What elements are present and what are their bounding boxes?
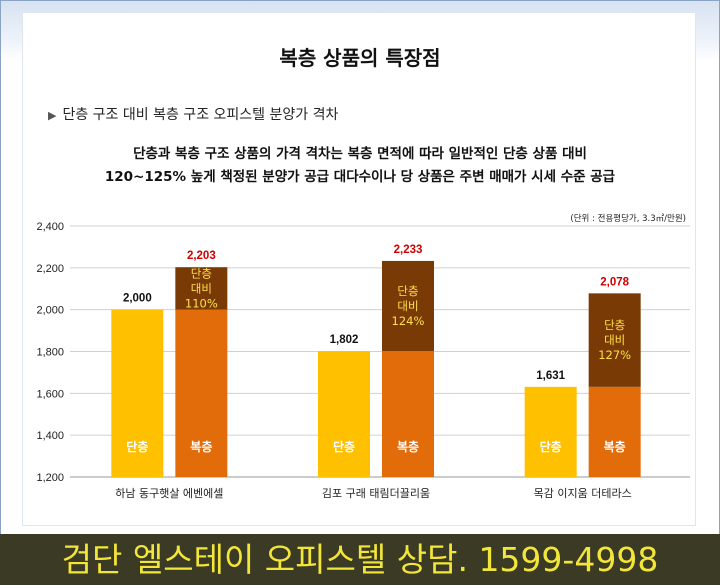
y-tick-label: 1,800	[36, 347, 64, 359]
page-title: 복층 상품의 특장점	[279, 46, 441, 70]
premium-label: 대비	[604, 333, 625, 347]
category-label: 목감 이지움 더테라스	[534, 487, 632, 500]
y-tick-label: 2,400	[36, 221, 64, 233]
premium-label: 대비	[397, 299, 418, 313]
bar-duplex-base	[175, 309, 228, 477]
subtitle-text: 단층 구조 대비 복층 구조 오피스텔 분양가 격차	[62, 107, 339, 123]
value-label-duplex: 2,203	[187, 250, 216, 262]
value-label-duplex: 2,078	[600, 276, 629, 288]
series-label-duplex: 복층	[190, 439, 212, 454]
description: 단층과 복층 구조 상품의 가격 격차는 복층 면적에 따라 일반적인 단층 상…	[0, 143, 720, 189]
bar-duplex-base	[382, 351, 434, 477]
description-line-1: 단층과 복층 구조 상품의 가격 격차는 복층 면적에 따라 일반적인 단층 상…	[133, 146, 587, 162]
bar-chart: 1,200 1,400 1,600 1,800 2,000 2,200 2,400 2,000…	[36, 221, 690, 500]
subtitle: ▶ 단층 구조 대비 복층 구조 오피스텔 분양가 격차	[48, 104, 338, 124]
premium-label: 127%	[598, 348, 631, 362]
premium-label: 대비	[191, 281, 212, 295]
category-label: 하남 동구햇살 에벤에셀	[115, 486, 223, 500]
premium-label: 단층	[604, 318, 625, 332]
y-tick-label: 1,600	[36, 388, 64, 400]
series-label-single: 단층	[126, 439, 148, 454]
category-label: 김포 구래 태림더끌리움	[322, 487, 430, 500]
y-tick-label: 2,200	[36, 263, 64, 275]
description-line-2: 120~125% 높게 책정된 분양가 공급 대다수이나 당 상품은 주변 매매…	[104, 169, 616, 185]
premium-label: 단층	[191, 266, 212, 280]
bar-duplex-premium	[382, 260, 434, 352]
y-tick-label: 1,200	[36, 472, 64, 484]
bar-single	[524, 386, 577, 477]
value-label-single: 1,802	[330, 334, 359, 346]
premium-label: 124%	[392, 314, 425, 328]
y-tick-label: 2,000	[36, 305, 64, 317]
bar-duplex-premium	[175, 267, 228, 310]
series-label-duplex: 복층	[397, 439, 419, 454]
premium-label: 단층	[397, 284, 418, 298]
bar-single	[111, 309, 164, 477]
premium-label: 110%	[185, 296, 218, 310]
y-tick-label: 1,400	[36, 430, 64, 442]
series-label-single: 단층	[333, 439, 355, 454]
series-label-single: 단층	[540, 439, 562, 454]
triangle-bullet-icon: ▶	[48, 109, 57, 122]
value-label-single: 1,631	[536, 370, 565, 382]
value-label-duplex: 2,233	[394, 244, 423, 256]
bar-duplex-base	[588, 386, 641, 477]
series-label-duplex: 복층	[604, 439, 626, 454]
contact-banner: 검단 엘스테이 오피스텔 상담. 1599-4998	[0, 534, 720, 585]
unit-note: (단위 : 전용평당가, 3.3㎡/만원)	[570, 214, 686, 224]
value-label-single: 2,000	[123, 293, 152, 305]
bar-duplex-premium	[588, 293, 641, 387]
bar-single	[318, 351, 370, 477]
